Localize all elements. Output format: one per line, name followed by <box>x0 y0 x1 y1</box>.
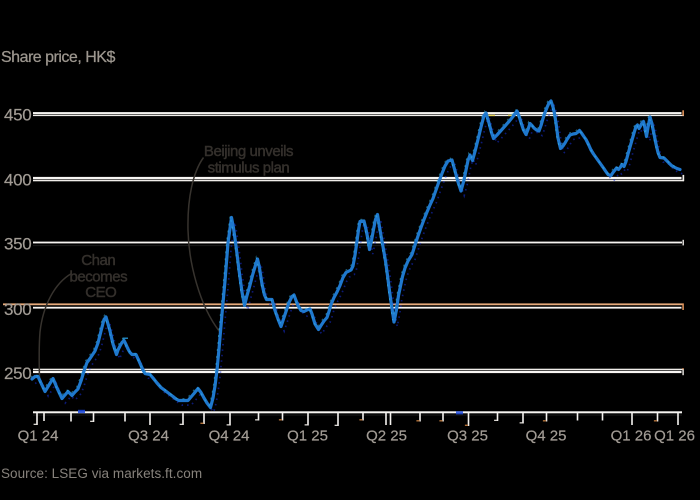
svg-text:becomes: becomes <box>69 269 127 286</box>
svg-text:300: 300 <box>4 300 31 319</box>
svg-text:Beijing unveils: Beijing unveils <box>204 143 293 160</box>
svg-text:Q2 25: Q2 25 <box>366 428 407 445</box>
svg-text:Chan: Chan <box>81 252 115 269</box>
svg-text:Q1 26: Q1 26 <box>611 428 652 445</box>
svg-text:Q4 25: Q4 25 <box>526 428 567 445</box>
svg-text:Q1 24: Q1 24 <box>18 428 59 445</box>
svg-text:250: 250 <box>4 364 31 383</box>
svg-text:Source: LSEG via markets.ft.co: Source: LSEG via markets.ft.com <box>1 466 202 481</box>
svg-text:350: 350 <box>4 235 31 254</box>
svg-text:Q3 25: Q3 25 <box>447 428 488 445</box>
svg-text:400: 400 <box>4 170 31 189</box>
svg-text:Q4 24: Q4 24 <box>209 428 250 445</box>
svg-text:Q1 26: Q1 26 <box>654 428 695 445</box>
svg-text:CEO: CEO <box>85 284 116 301</box>
svg-text:450: 450 <box>4 105 31 124</box>
svg-text:stimulus plan: stimulus plan <box>208 159 290 176</box>
svg-text:Q3 24: Q3 24 <box>128 428 169 445</box>
svg-text:Share price, HK$: Share price, HK$ <box>1 49 115 66</box>
svg-text:Q1 25: Q1 25 <box>287 428 328 445</box>
